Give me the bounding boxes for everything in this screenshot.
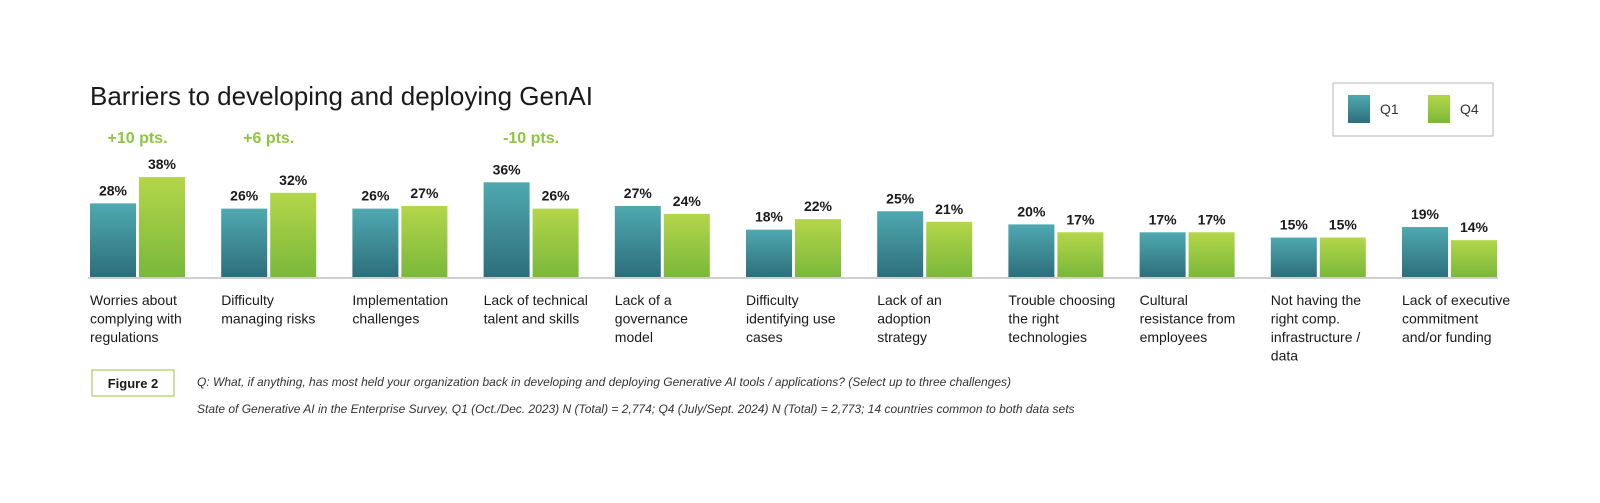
bar-q1-0	[90, 203, 136, 277]
figure-footer: Figure 2 Q: What, if anything, has most …	[91, 369, 1075, 416]
value-label-q4-0: 38%	[148, 156, 177, 172]
value-label-q4-8: 17%	[1198, 211, 1227, 227]
value-label-q4-5: 22%	[804, 198, 833, 214]
legend-swatch-q4	[1428, 95, 1450, 123]
bar-q1-8	[1139, 232, 1186, 277]
bar-q1-1	[221, 208, 268, 277]
delta-annotation-0: +10 pts.	[107, 130, 167, 147]
category-label-9: Not having the right comp. infrastructure …	[1271, 292, 1361, 364]
chart-title: Barriers to developing and deploying Gen…	[90, 81, 593, 111]
category-label-3: Lack of technical talent and skills	[484, 292, 588, 327]
bars-layer	[90, 177, 1497, 277]
legend: Q1 Q4	[1332, 82, 1494, 137]
delta-annotation-3: -10 pts.	[503, 130, 559, 147]
value-label-q4-7: 17%	[1066, 211, 1095, 227]
bar-q4-8	[1188, 232, 1235, 277]
bar-q4-5	[795, 219, 841, 277]
value-label-q1-0: 28%	[99, 182, 128, 198]
category-label-8: Cultural resistance from employees	[1140, 292, 1236, 345]
bar-q4-9	[1319, 237, 1366, 277]
value-label-q4-9: 15%	[1329, 217, 1358, 233]
bar-q1-4	[614, 205, 661, 277]
value-label-q4-6: 21%	[935, 201, 964, 217]
value-label-q4-10: 14%	[1460, 219, 1489, 235]
bar-q4-10	[1451, 240, 1497, 277]
value-label-q1-1: 26%	[230, 188, 259, 204]
bar-q1-5	[746, 229, 792, 277]
bar-q1-6	[877, 211, 924, 277]
bar-q4-3	[532, 208, 579, 277]
bar-q4-6	[926, 221, 973, 277]
category-label-6: Lack of an adoption strategy	[877, 292, 942, 345]
bar-q4-0	[139, 177, 185, 277]
value-label-q4-4: 24%	[673, 193, 702, 209]
value-label-q1-7: 20%	[1017, 203, 1046, 219]
category-label-1: Difficulty managing risks	[221, 292, 315, 327]
value-label-q4-3: 26%	[542, 188, 571, 204]
legend-label-q1: Q1	[1380, 101, 1399, 117]
value-label-q1-3: 36%	[493, 161, 522, 177]
figure-label-box	[91, 369, 175, 397]
category-label-10: Lack of executive commitment and/or fundin…	[1402, 292, 1510, 345]
bar-q4-2	[401, 205, 448, 277]
bar-q1-9	[1270, 237, 1317, 277]
labels-layer: 28% 38% 26% 32% 26% 27% 36% 26% 27% 24% 18% 22% 25% 2…	[99, 130, 1489, 235]
value-label-q1-4: 27%	[624, 185, 653, 201]
survey-question: Q: What, if anything, has most held your…	[197, 375, 1011, 389]
value-label-q1-9: 15%	[1280, 217, 1309, 233]
bar-q4-7	[1057, 232, 1104, 277]
category-label-5: Difficulty identifying use cases	[746, 292, 836, 345]
value-label-q1-2: 26%	[361, 188, 390, 204]
bar-q1-2	[352, 208, 399, 277]
bar-q4-4	[663, 213, 710, 277]
bar-q1-3	[483, 182, 530, 277]
bar-q1-10	[1402, 227, 1448, 277]
category-label-4: Lack of a governance model	[615, 292, 688, 345]
value-label-q1-8: 17%	[1149, 211, 1178, 227]
value-label-q1-5: 18%	[755, 209, 784, 225]
delta-annotation-1: +6 pts.	[243, 130, 294, 147]
category-label-2: Implementation challenges	[352, 292, 448, 327]
categories-layer: Worries about complying with regulations Di…	[90, 292, 1510, 364]
category-label-7: Trouble choosing the right technologies	[1008, 292, 1115, 345]
value-label-q4-1: 32%	[279, 172, 308, 188]
survey-source: State of Generative AI in the Enterprise…	[197, 402, 1075, 416]
figure-label: Figure 2	[108, 376, 159, 391]
value-label-q1-10: 19%	[1411, 206, 1440, 222]
legend-swatch-q1	[1348, 95, 1370, 123]
value-label-q1-6: 25%	[886, 190, 915, 206]
value-label-q4-2: 27%	[410, 185, 439, 201]
bar-q4-1	[270, 192, 317, 277]
category-label-0: Worries about complying with regulations	[90, 292, 182, 345]
legend-label-q4: Q4	[1460, 101, 1479, 117]
bar-q1-7	[1008, 224, 1055, 277]
